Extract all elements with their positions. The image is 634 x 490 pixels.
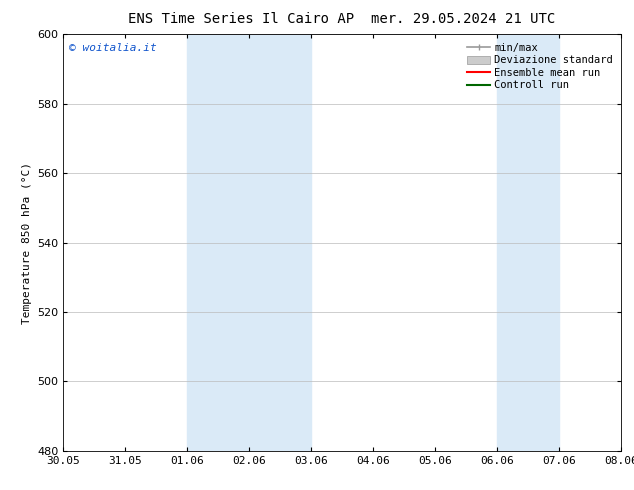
Text: © woitalia.it: © woitalia.it (69, 43, 157, 52)
Bar (497, 34, 559, 451)
Legend: min/max, Deviazione standard, Ensemble mean run, Controll run: min/max, Deviazione standard, Ensemble m… (464, 40, 616, 94)
Text: ENS Time Series Il Cairo AP: ENS Time Series Il Cairo AP (128, 12, 354, 26)
Text: mer. 29.05.2024 21 UTC: mer. 29.05.2024 21 UTC (371, 12, 555, 26)
Bar (188, 34, 311, 451)
Y-axis label: Temperature 850 hPa (°C): Temperature 850 hPa (°C) (22, 162, 32, 323)
